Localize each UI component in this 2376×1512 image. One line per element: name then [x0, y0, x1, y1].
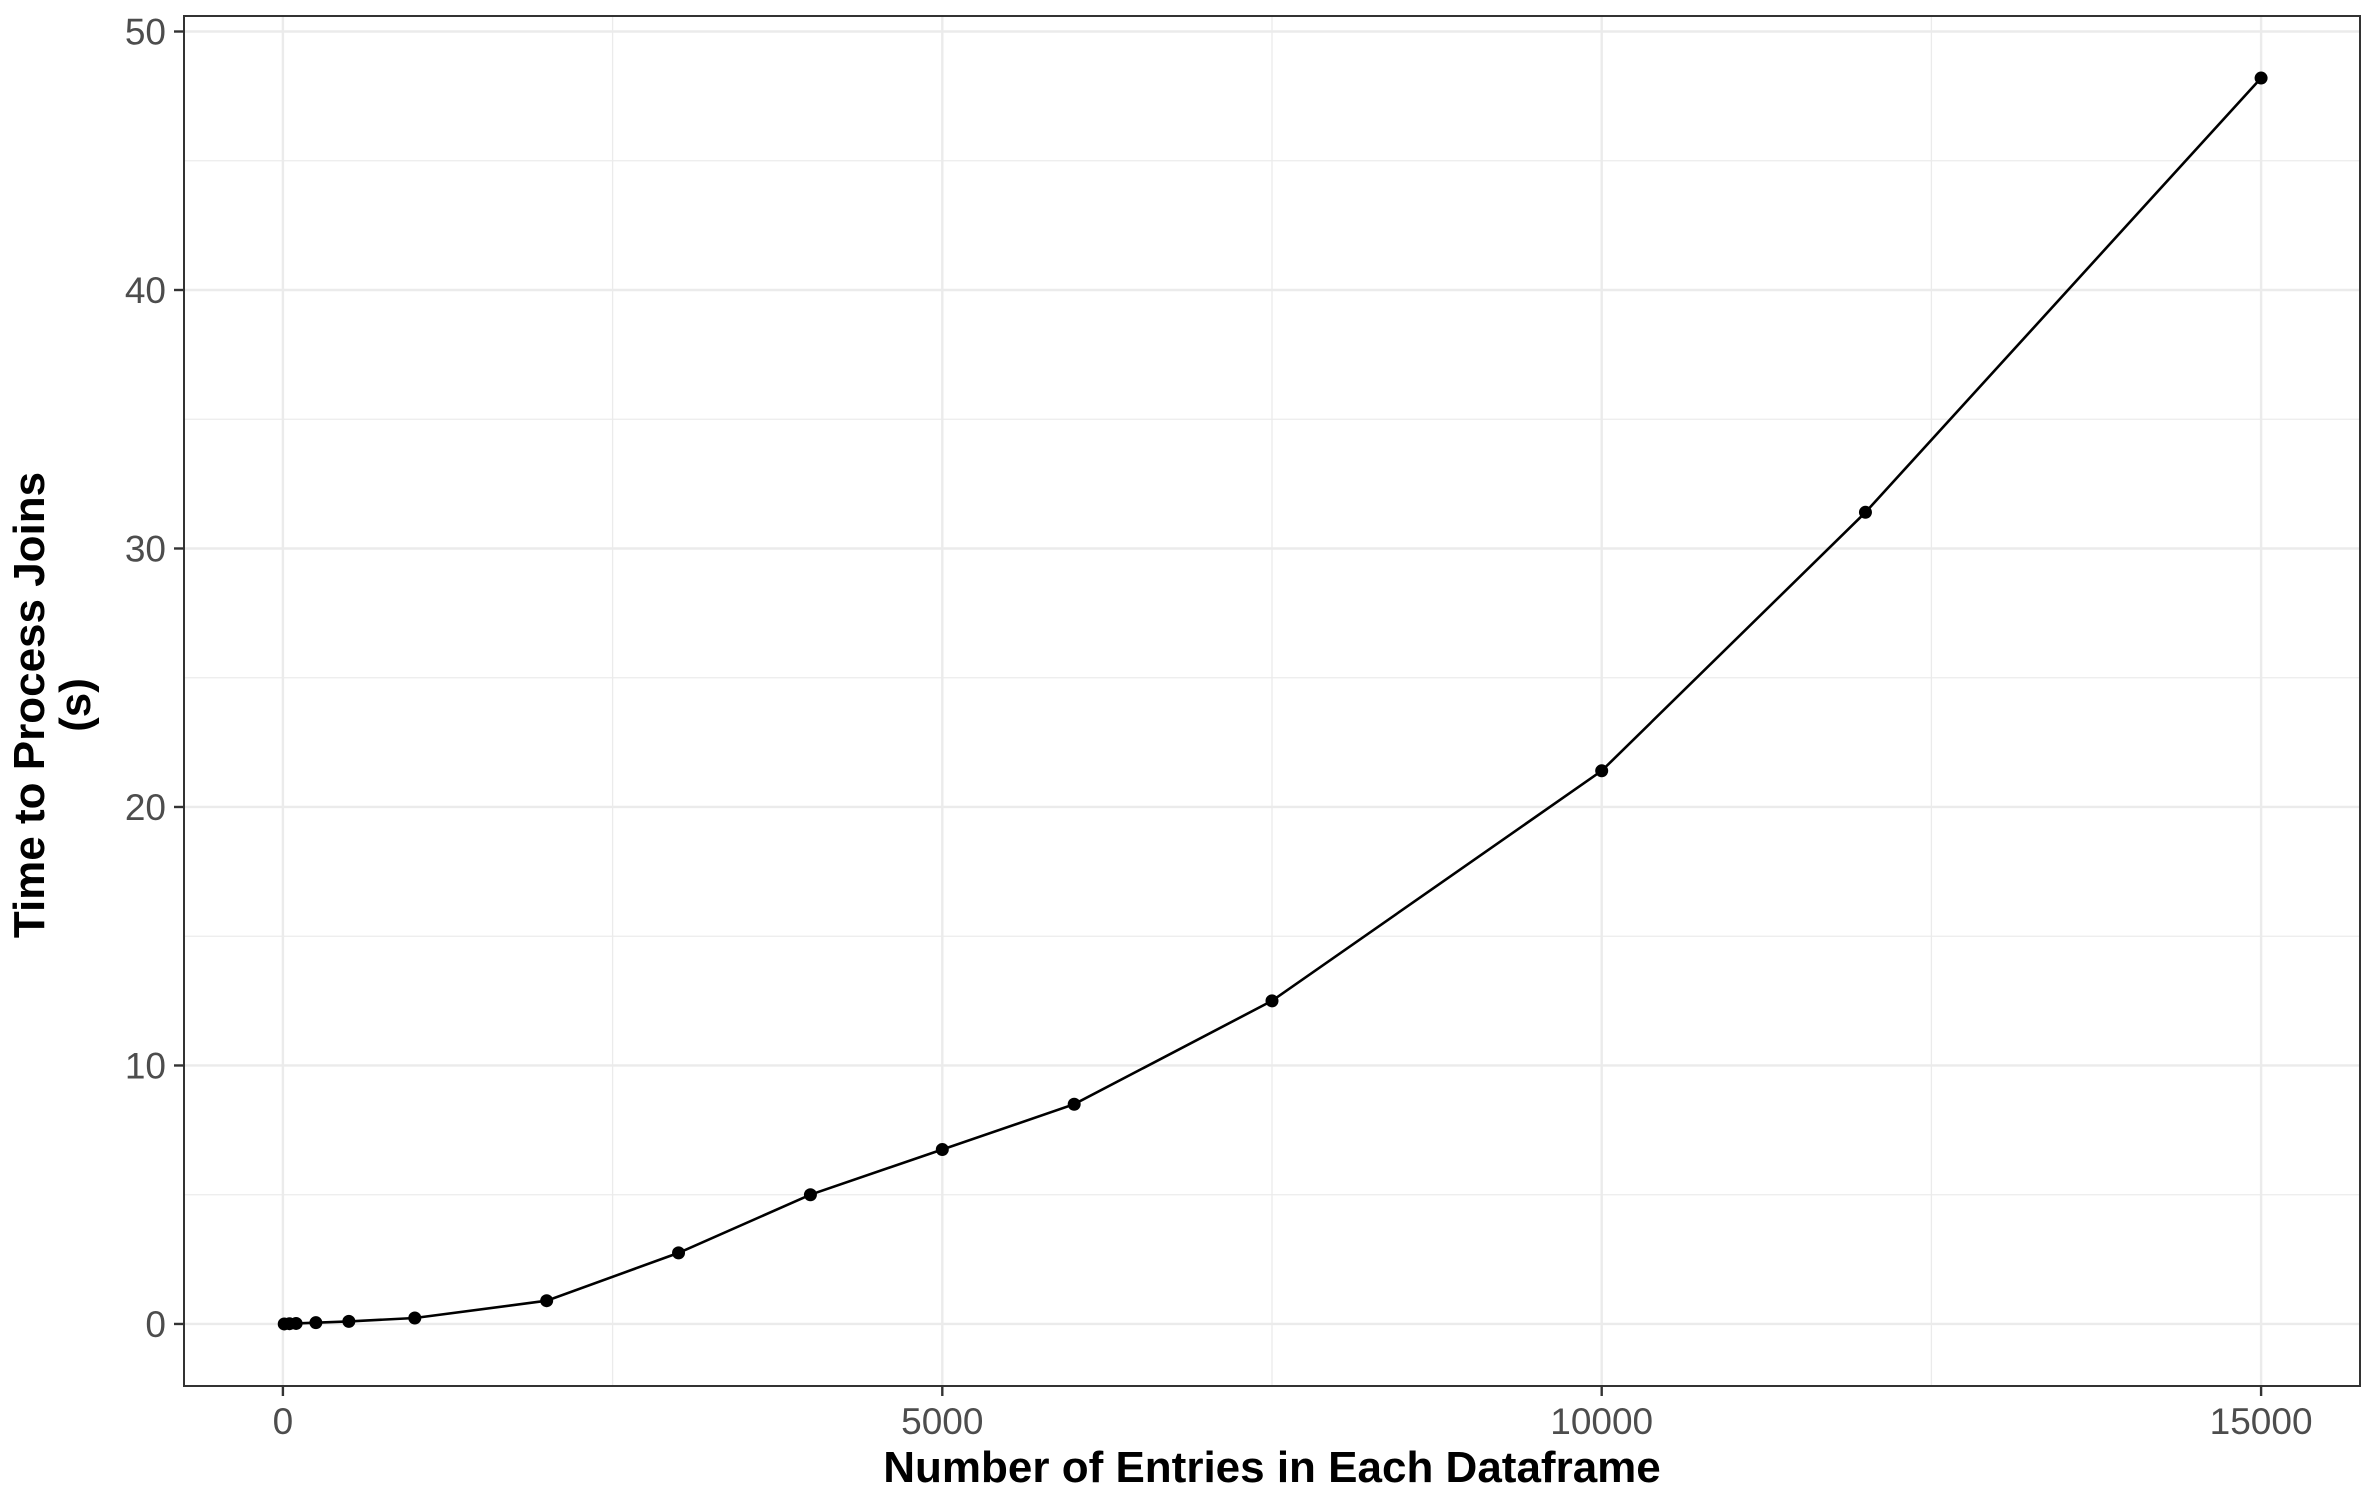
plot-panel-border [183, 15, 2361, 1387]
y-tick-label: 10 [125, 1045, 166, 1086]
data-points [277, 71, 2268, 1331]
x-tick-label: 0 [273, 1401, 294, 1442]
data-point [803, 1188, 817, 1202]
y-axis-ticks: 0 10 20 30 40 50 [125, 12, 184, 1345]
data-point [342, 1314, 356, 1328]
y-axis-title-line-1: Time to Process Joins [5, 472, 54, 938]
data-point [2254, 71, 2268, 85]
y-axis-title-line-2: (s) [51, 678, 100, 732]
data-point [1265, 994, 1279, 1008]
data-point [309, 1316, 323, 1330]
minor-gridlines [184, 16, 2360, 1386]
y-tick-label: 20 [125, 787, 166, 828]
y-tick-label: 40 [125, 270, 166, 311]
x-axis-title: Number of Entries in Each Dataframe [883, 1443, 1661, 1492]
major-gridlines [184, 16, 2360, 1386]
data-point [289, 1316, 303, 1330]
y-tick-label: 0 [145, 1304, 166, 1345]
data-point [1595, 764, 1609, 778]
x-tick-label: 15000 [2210, 1401, 2313, 1442]
x-tick-label: 10000 [1550, 1401, 1653, 1442]
data-point [540, 1294, 554, 1308]
data-point [1067, 1097, 1081, 1111]
x-axis-ticks: 0 5000 10000 15000 [273, 1386, 2313, 1442]
data-point [408, 1311, 422, 1325]
y-tick-label: 50 [125, 12, 166, 53]
data-point [935, 1142, 949, 1156]
x-tick-label: 5000 [901, 1401, 983, 1442]
y-axis-title: Time to Process Joins (s) [5, 472, 100, 938]
y-tick-label: 30 [125, 528, 166, 569]
data-point [1858, 505, 1872, 519]
data-point [672, 1246, 686, 1260]
